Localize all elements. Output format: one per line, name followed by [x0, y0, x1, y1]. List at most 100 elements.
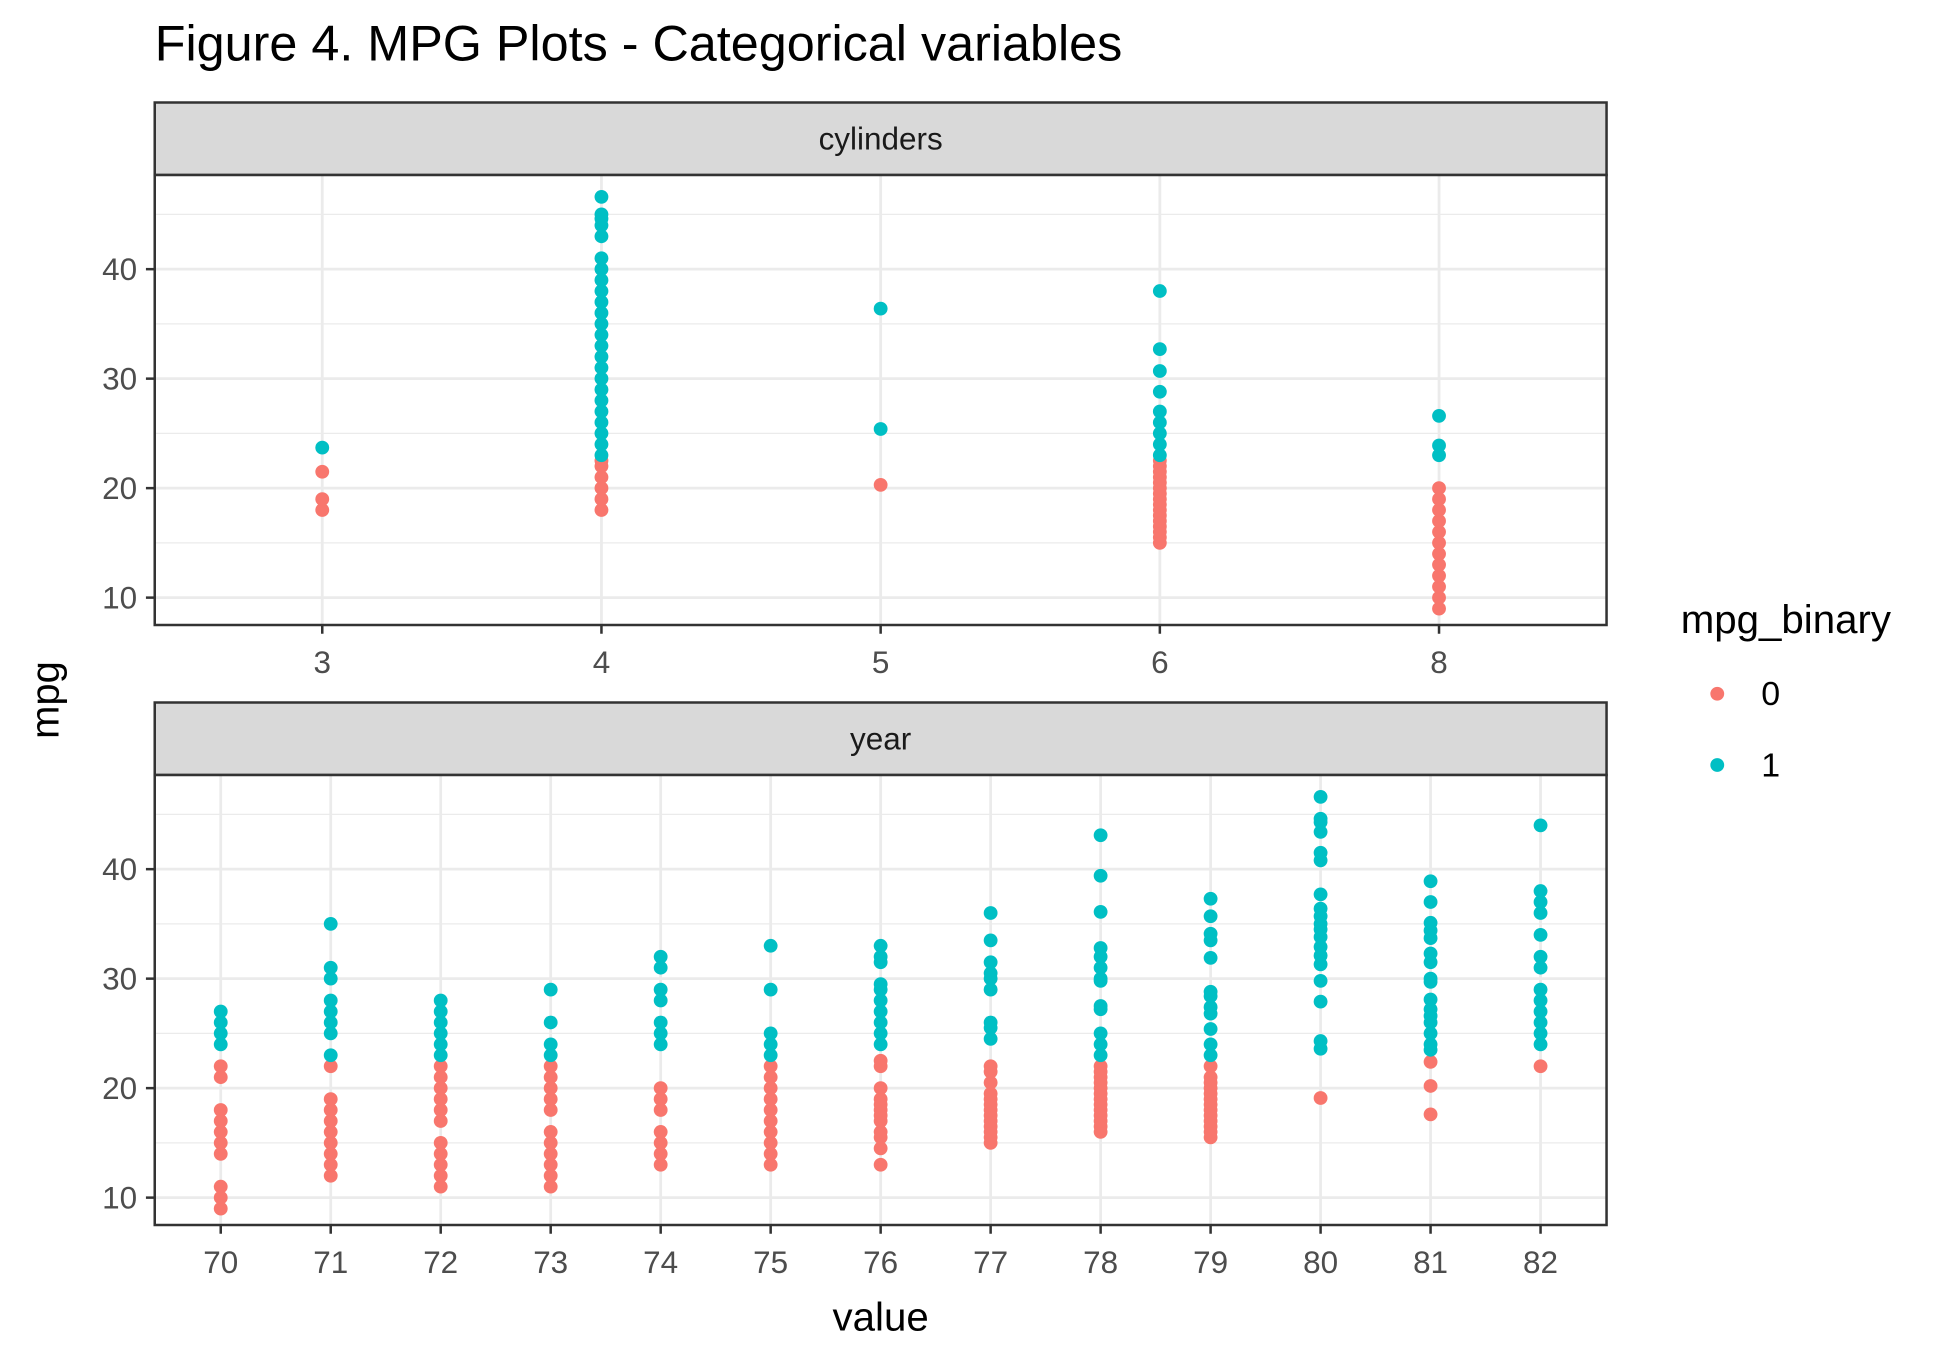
point — [1203, 950, 1218, 965]
point — [1423, 1026, 1438, 1041]
point — [873, 1092, 888, 1106]
point — [323, 1026, 338, 1041]
point — [315, 464, 330, 479]
point — [1432, 557, 1446, 572]
point — [1203, 1022, 1218, 1036]
point — [983, 966, 998, 981]
point — [1313, 973, 1328, 988]
point — [873, 1081, 888, 1096]
point — [1203, 891, 1218, 906]
point — [323, 1092, 338, 1106]
point — [1533, 949, 1548, 964]
point — [213, 1037, 228, 1052]
point — [1152, 342, 1167, 356]
point — [433, 1004, 448, 1019]
point — [1533, 1037, 1548, 1052]
point — [1093, 1026, 1108, 1041]
point — [763, 1092, 778, 1106]
point — [763, 938, 778, 953]
point — [873, 422, 888, 436]
x-tick-label: 79 — [1193, 1245, 1228, 1280]
x-tick-label: 80 — [1303, 1245, 1338, 1280]
point — [1152, 437, 1167, 452]
point — [543, 1037, 558, 1052]
point — [433, 1146, 448, 1161]
x-tick-label: 74 — [643, 1245, 678, 1280]
point — [1423, 946, 1438, 961]
x-tick-label: 82 — [1523, 1245, 1558, 1280]
x-tick-label: 70 — [203, 1245, 238, 1280]
point — [594, 295, 609, 309]
point — [323, 1136, 338, 1150]
point — [1432, 514, 1446, 528]
point — [323, 917, 338, 931]
point — [873, 949, 888, 964]
point — [873, 1037, 888, 1052]
point — [763, 1114, 778, 1128]
point — [594, 448, 609, 463]
point — [323, 1157, 338, 1172]
point — [873, 477, 888, 492]
panel-border — [153, 173, 1608, 627]
point — [315, 503, 330, 517]
point — [315, 440, 330, 455]
point — [1423, 1002, 1438, 1017]
point — [213, 1103, 228, 1117]
y-tick-label: 40 — [102, 852, 137, 887]
point — [213, 1179, 228, 1194]
point — [323, 1125, 338, 1139]
point — [323, 1103, 338, 1117]
point — [594, 229, 609, 244]
point — [1203, 926, 1218, 941]
point — [594, 262, 609, 277]
point — [1533, 993, 1548, 1008]
x-tick-label: 78 — [1083, 1245, 1118, 1280]
point — [1533, 982, 1548, 997]
point — [594, 415, 609, 430]
point — [1533, 960, 1548, 975]
legend-key — [1710, 758, 1725, 772]
point — [594, 382, 609, 397]
point — [1093, 971, 1108, 986]
point — [1533, 906, 1548, 920]
x-tick-label: 6 — [1151, 645, 1168, 680]
strip — [153, 101, 1608, 177]
point — [213, 1114, 228, 1128]
point — [213, 1059, 228, 1074]
point — [1203, 1000, 1218, 1014]
point — [653, 1136, 668, 1150]
point — [323, 1015, 338, 1030]
point — [1432, 568, 1446, 583]
point — [594, 426, 609, 441]
point — [543, 1059, 558, 1074]
point — [543, 1125, 558, 1139]
point — [653, 1103, 668, 1117]
point — [315, 492, 330, 506]
point — [763, 1048, 778, 1063]
point — [1152, 448, 1167, 463]
point — [433, 1157, 448, 1172]
facet-label: year — [850, 722, 911, 757]
point — [433, 993, 448, 1008]
point — [1432, 503, 1446, 517]
point — [653, 993, 668, 1008]
point — [763, 1125, 778, 1139]
strip — [153, 701, 1608, 777]
point — [323, 993, 338, 1008]
point — [653, 1015, 668, 1030]
point — [594, 481, 609, 496]
point — [1423, 895, 1438, 909]
x-tick-label: 3 — [314, 645, 331, 680]
point — [763, 1103, 778, 1117]
point — [1093, 828, 1108, 843]
point — [323, 1114, 338, 1128]
point — [543, 982, 558, 997]
point — [543, 1070, 558, 1085]
point — [543, 1168, 558, 1183]
point — [1423, 915, 1438, 930]
point — [1533, 1059, 1548, 1074]
point — [1203, 1070, 1218, 1085]
point — [543, 1092, 558, 1106]
point — [1313, 994, 1328, 1009]
